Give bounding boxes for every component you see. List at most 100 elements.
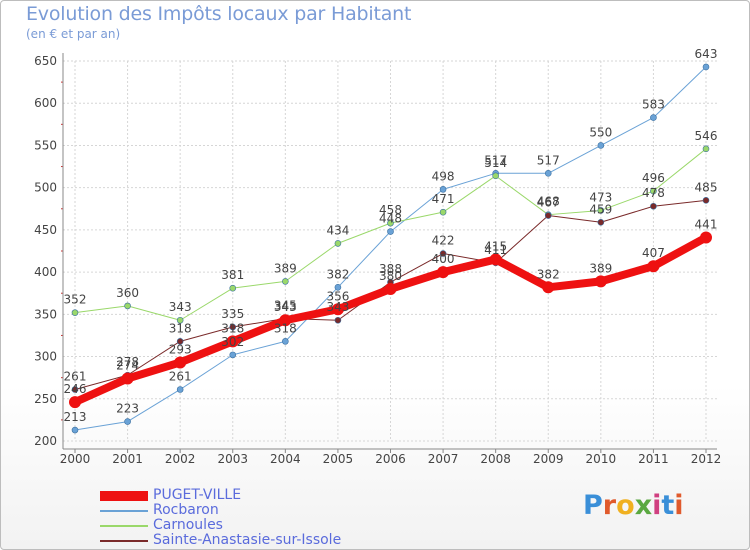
data-label: 360 bbox=[116, 286, 139, 300]
data-label: 318 bbox=[274, 321, 297, 335]
data-label: 441 bbox=[695, 217, 718, 231]
y-tick-label: 450 bbox=[34, 223, 57, 237]
data-point bbox=[702, 145, 710, 153]
legend-label: Sainte-Anastasie-sur-Issole bbox=[153, 532, 342, 548]
data-point bbox=[650, 202, 657, 210]
data-point bbox=[176, 316, 184, 324]
data-point bbox=[439, 186, 447, 193]
data-point bbox=[700, 231, 712, 244]
data-label: 382 bbox=[326, 267, 349, 281]
legend-label: Carnoules bbox=[153, 517, 223, 533]
y-tick-label: 300 bbox=[34, 350, 57, 364]
data-point bbox=[176, 338, 184, 345]
data-label: 382 bbox=[537, 267, 560, 281]
data-label: 468 bbox=[537, 195, 560, 209]
data-point bbox=[282, 278, 289, 285]
x-tick-label: 2003 bbox=[217, 452, 248, 466]
logo-letter: P bbox=[583, 490, 603, 521]
data-label: 318 bbox=[221, 321, 244, 335]
data-point bbox=[597, 218, 605, 226]
data-point bbox=[174, 356, 187, 369]
data-label: 471 bbox=[432, 192, 455, 206]
data-label: 517 bbox=[537, 153, 560, 167]
data-point bbox=[121, 372, 134, 385]
data-point bbox=[229, 284, 237, 292]
data-label: 485 bbox=[695, 180, 718, 194]
data-point bbox=[489, 253, 502, 266]
x-tick-label: 2010 bbox=[586, 452, 617, 466]
logo-letter: o bbox=[616, 490, 635, 521]
data-point bbox=[124, 302, 131, 310]
data-label: 213 bbox=[64, 410, 87, 424]
data-point bbox=[334, 284, 342, 291]
data-point bbox=[594, 275, 607, 288]
data-label: 498 bbox=[432, 169, 455, 183]
y-tick-label: 350 bbox=[34, 307, 57, 321]
data-label: 415 bbox=[484, 239, 507, 253]
data-point bbox=[544, 212, 552, 219]
data-label: 496 bbox=[642, 171, 665, 185]
data-point bbox=[439, 208, 447, 216]
data-point bbox=[71, 386, 79, 393]
data-point bbox=[439, 250, 447, 257]
data-label: 389 bbox=[274, 261, 297, 275]
x-tick-label: 2007 bbox=[428, 452, 459, 466]
data-label: 389 bbox=[589, 261, 612, 275]
data-label: 223 bbox=[116, 402, 139, 416]
data-label: 356 bbox=[326, 289, 349, 303]
data-point bbox=[492, 172, 499, 180]
data-label: 343 bbox=[326, 300, 349, 314]
data-point bbox=[437, 266, 450, 279]
y-tick-label: 600 bbox=[34, 96, 57, 110]
data-label: 343 bbox=[274, 300, 297, 314]
y-tick-label: 250 bbox=[34, 392, 57, 406]
chart-subtitle: (en € et par an) bbox=[26, 27, 121, 41]
data-label: 343 bbox=[169, 300, 192, 314]
legend-label: Rocbaron bbox=[153, 502, 219, 518]
data-label: 459 bbox=[589, 202, 612, 216]
data-point bbox=[71, 309, 79, 316]
data-label: 411 bbox=[484, 243, 507, 257]
data-point bbox=[226, 335, 239, 348]
logo-letter: x bbox=[634, 490, 653, 521]
data-point bbox=[71, 426, 79, 434]
data-label: 302 bbox=[221, 335, 244, 349]
logo-letter: t bbox=[661, 490, 675, 521]
logo-letter: i bbox=[674, 490, 684, 521]
data-point bbox=[229, 323, 237, 331]
data-point bbox=[387, 219, 394, 227]
data-label: 448 bbox=[379, 212, 402, 226]
data-point bbox=[597, 207, 605, 214]
x-tick-label: 2006 bbox=[375, 452, 406, 466]
data-point bbox=[647, 260, 660, 273]
data-label: 388 bbox=[379, 262, 402, 276]
x-tick-label: 2008 bbox=[480, 452, 511, 466]
data-point bbox=[650, 187, 657, 195]
data-point bbox=[384, 283, 397, 295]
y-tick-label: 650 bbox=[34, 54, 57, 68]
x-tick-label: 2009 bbox=[533, 452, 564, 466]
data-label: 274 bbox=[116, 359, 139, 373]
data-label: 478 bbox=[642, 186, 665, 200]
data-label: 434 bbox=[326, 223, 349, 237]
data-point bbox=[69, 396, 81, 409]
x-tick-label: 2011 bbox=[638, 452, 669, 466]
legend-swatch bbox=[100, 540, 148, 542]
x-tick-label: 2004 bbox=[270, 452, 301, 466]
data-label: 514 bbox=[484, 156, 507, 170]
y-tick-label: 400 bbox=[34, 265, 57, 279]
data-label: 293 bbox=[169, 342, 192, 356]
chart-title: Evolution des Impôts locaux par Habitant bbox=[26, 3, 412, 25]
data-label: 458 bbox=[379, 203, 402, 217]
data-point bbox=[544, 170, 552, 177]
data-point bbox=[334, 240, 342, 247]
data-label: 381 bbox=[221, 268, 244, 282]
data-point bbox=[229, 351, 237, 359]
x-tick-label: 2000 bbox=[60, 452, 91, 466]
data-label: 345 bbox=[274, 299, 297, 313]
data-point bbox=[331, 303, 344, 316]
data-label: 583 bbox=[642, 98, 665, 112]
x-tick-label: 2001 bbox=[112, 452, 143, 466]
legend-swatch bbox=[100, 491, 148, 501]
